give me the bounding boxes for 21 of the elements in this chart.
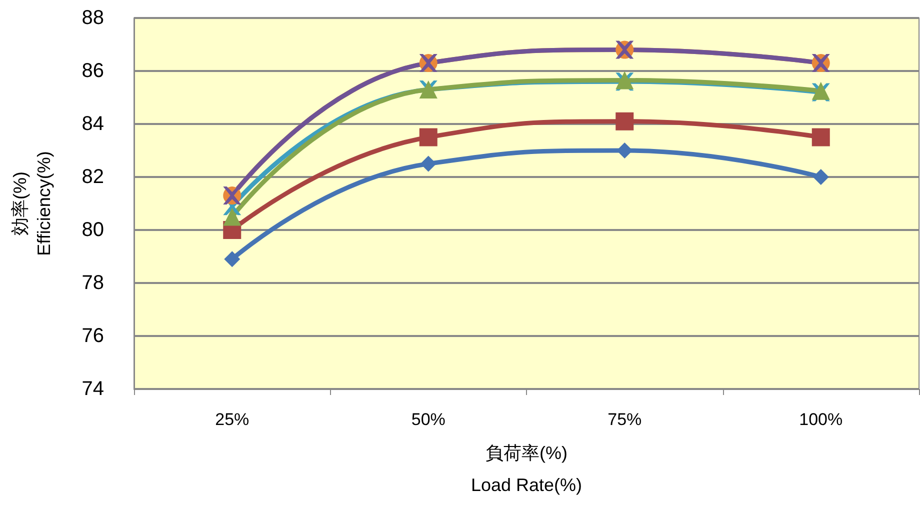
- y-tick-label: 74: [82, 378, 104, 400]
- point: [812, 169, 829, 185]
- x-tick-label: 50%: [411, 410, 446, 429]
- point: [224, 251, 240, 268]
- y-tick-label: 80: [82, 219, 104, 241]
- x-tick-label: 75%: [608, 410, 642, 429]
- point: [419, 128, 438, 146]
- point: [616, 112, 634, 130]
- x-tick-label: 100%: [799, 410, 843, 429]
- y-tick-label: 76: [82, 325, 104, 347]
- y-axis-title: 効率(%) Efficiency(%): [10, 151, 54, 256]
- point: [812, 128, 830, 146]
- y-tick-label: 88: [82, 7, 104, 29]
- point: [420, 156, 436, 172]
- y-tick-label: 84: [82, 113, 104, 135]
- y-tick-label: 82: [82, 166, 104, 188]
- x-axis-title: 負荷率(%) Load Rate(%): [470, 443, 582, 495]
- y-tick-label: 86: [82, 60, 104, 82]
- x-tick-label: 25%: [215, 410, 250, 429]
- point: [223, 208, 242, 226]
- y-tick-label: 78: [82, 272, 104, 294]
